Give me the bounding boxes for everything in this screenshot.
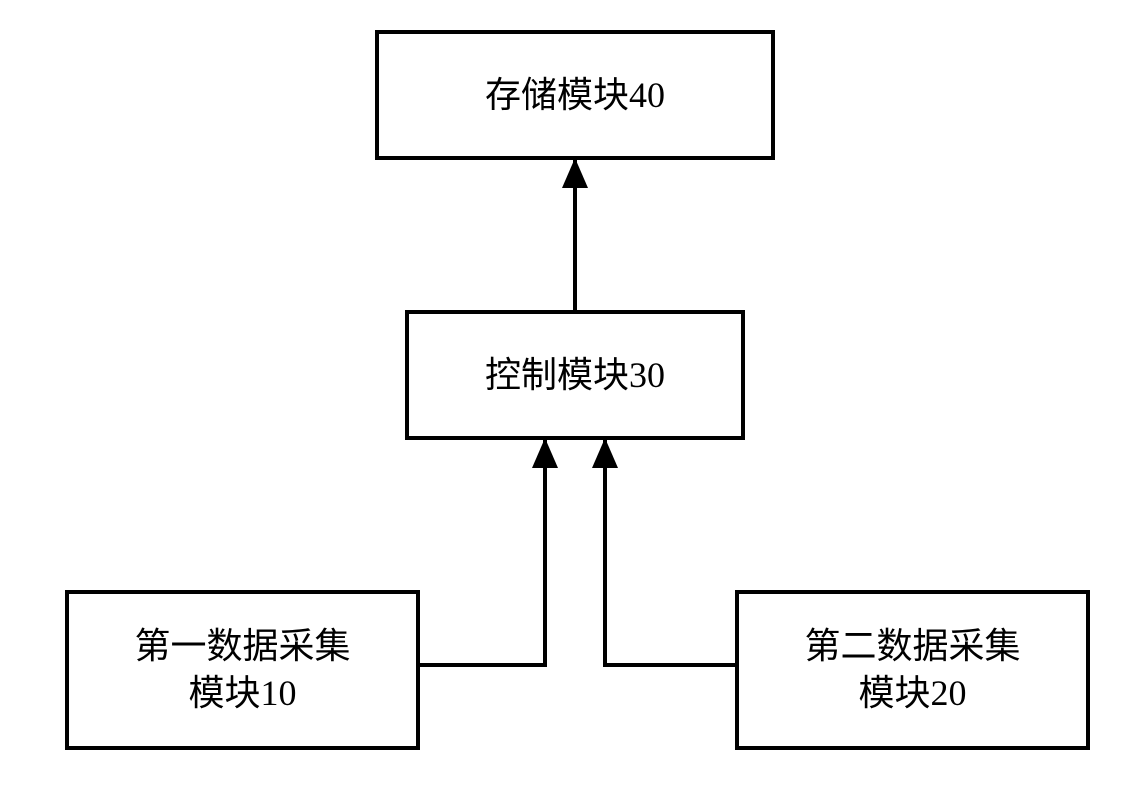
node-collector1: 第一数据采集 模块10 (65, 590, 420, 750)
node-collector2-label: 第二数据采集 模块20 (804, 623, 1020, 717)
node-storage: 存储模块40 (375, 30, 775, 160)
node-control: 控制模块30 (405, 310, 745, 440)
flowchart-diagram: 存储模块40 控制模块30 第一数据采集 模块10 第二数据采集 模块20 (0, 0, 1147, 787)
node-collector2: 第二数据采集 模块20 (735, 590, 1090, 750)
node-control-label: 控制模块30 (485, 352, 665, 399)
node-collector1-label: 第一数据采集 模块10 (134, 623, 350, 717)
node-storage-label: 存储模块40 (485, 72, 665, 119)
